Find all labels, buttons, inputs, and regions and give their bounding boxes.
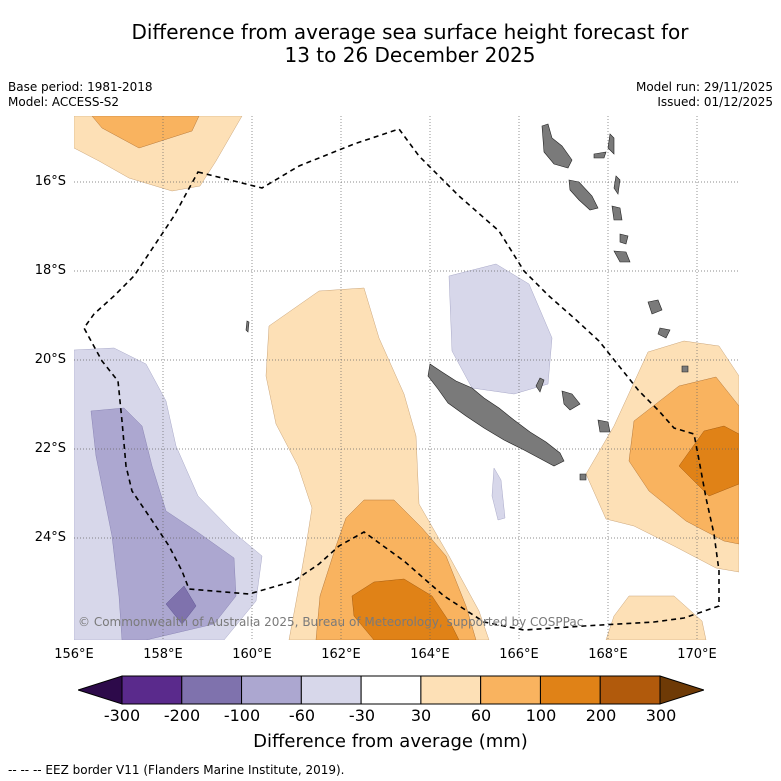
colorbar-tick: 200 [585, 706, 617, 725]
colorbar-tick: 300 [645, 706, 677, 725]
map-title-line-1: Difference from average sea surface heig… [131, 20, 689, 44]
loyalty-mare [597, 419, 611, 433]
copyright-text: © Commonwealth of Australia 2025, Bureau… [78, 615, 584, 629]
graticule [74, 116, 739, 640]
colorbar-segment [480, 675, 541, 705]
lon-label-170e: 170°E [677, 647, 717, 662]
chesterfield [245, 320, 250, 333]
lat-label-18s: 18°S [34, 263, 66, 278]
anomaly-contour-100-nw [91, 116, 200, 149]
colorbar-tick: -100 [223, 706, 261, 725]
colorbar-tick: 60 [470, 706, 492, 725]
anomaly-contour-100-central [351, 578, 460, 640]
new-caledonia [427, 363, 565, 467]
matthew-hunter-1 [647, 299, 663, 315]
meta-right: Model run: 29/11/2025 Issued: 01/12/2025 [636, 80, 773, 110]
colorbar-segment [300, 675, 362, 705]
lat-label-16s: 16°S [34, 174, 66, 189]
vanuatu-tanna [613, 250, 631, 263]
colorbar-tick: 30 [410, 706, 432, 725]
map-svg [74, 116, 739, 640]
colorbar-tick: -30 [348, 706, 376, 725]
colorbar [78, 675, 704, 705]
vanuatu-island-2 [593, 151, 607, 159]
colorbar-tick: -300 [103, 706, 141, 725]
matthew-hunter-2 [657, 327, 671, 339]
loyalty-ouvea [535, 377, 545, 393]
colorbar-segment [360, 675, 422, 705]
model-text: Model: ACCESS-S2 [8, 95, 120, 109]
vanuatu-espiritu-santo [541, 123, 573, 169]
colorbar-label: Difference from average (mm) [253, 731, 528, 752]
lat-label-22s: 22°S [34, 441, 66, 456]
vanuatu-island-3 [613, 175, 621, 195]
anomaly-contour-100-east [678, 425, 739, 497]
lon-label-168e: 168°E [588, 647, 628, 662]
colorbar-segment [539, 675, 601, 705]
lon-label-166e: 166°E [499, 647, 539, 662]
lat-label-24s: 24°S [34, 530, 66, 545]
colorbar-segment [420, 675, 482, 705]
lon-label-160e: 160°E [232, 647, 272, 662]
islet-small [681, 365, 689, 373]
vanuatu-malekula [568, 179, 599, 211]
lon-label-156e: 156°E [54, 647, 94, 662]
colorbar-extend-min [78, 675, 123, 705]
colorbar-tick: 100 [525, 706, 557, 725]
lat-label-20s: 20°S [34, 352, 66, 367]
isle-of-pines [579, 473, 587, 481]
anomaly-contour-30-se [605, 595, 707, 640]
vanuatu-island-1 [607, 133, 615, 155]
vanuatu-erromango [619, 233, 629, 245]
issued-text: Issued: 01/12/2025 [657, 95, 773, 109]
model-run-text: Model run: 29/11/2025 [635, 80, 773, 94]
colorbar-segment [241, 675, 302, 705]
colorbar-segment [599, 675, 661, 705]
colorbar-segment [181, 675, 243, 705]
vanuatu-efate [611, 205, 623, 221]
colorbar-tick: -200 [163, 706, 201, 725]
eez-legend-note: -- -- -- EEZ border V11 (Flanders Marine… [8, 763, 345, 777]
colorbar-extend-max [659, 675, 704, 705]
anomaly-contour-minus30-small [491, 467, 506, 521]
loyalty-lifou [561, 390, 581, 411]
lon-label-162e: 162°E [321, 647, 361, 662]
base-period-text: Base period: 1981-2018 [8, 80, 153, 94]
lon-label-164e: 164°E [410, 647, 450, 662]
map-panel [74, 116, 739, 640]
map-title-line-2: 13 to 26 December 2025 [284, 43, 536, 67]
colorbar-tick: -60 [288, 706, 316, 725]
land-masses [245, 123, 689, 481]
anomaly-contour-minus60-west [90, 407, 237, 640]
lon-label-158e: 158°E [143, 647, 183, 662]
anomaly-contour-minus100-west [165, 585, 197, 625]
colorbar-segment [121, 675, 183, 705]
meta-left: Base period: 1981-2018 Model: ACCESS-S2 [8, 80, 153, 110]
